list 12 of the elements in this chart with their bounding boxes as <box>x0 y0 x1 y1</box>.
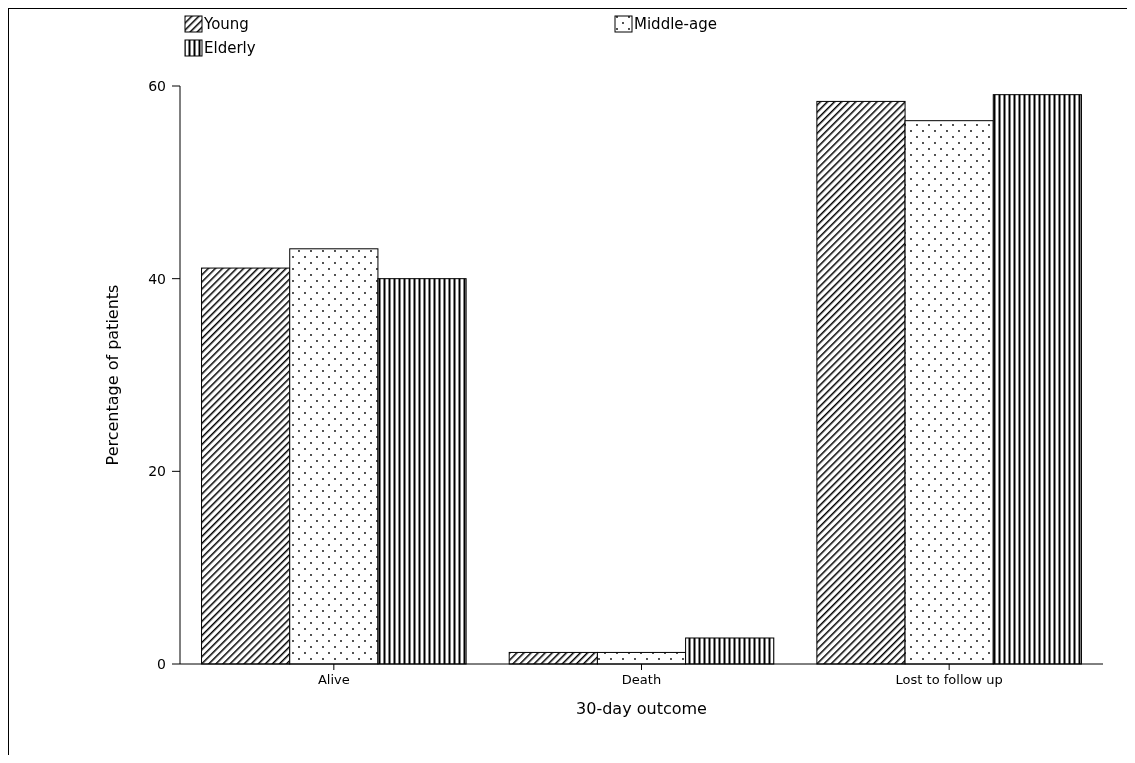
legend-label: Young <box>203 15 249 34</box>
y-tick-label: 40 <box>148 270 166 287</box>
x-tick-label: Death <box>621 672 662 687</box>
y-tick-label: 20 <box>148 463 166 480</box>
legend-label: Middle-age <box>634 15 717 34</box>
y-tick-label: 0 <box>157 655 166 672</box>
x-axis-title: 30-day outcome <box>576 699 707 718</box>
y-axis-title: Percentage of patients <box>103 284 122 466</box>
legend-label: Elderly <box>204 39 256 58</box>
y-tick-label: 60 <box>148 77 166 94</box>
x-tick-label: Lost to follow up <box>895 672 1003 687</box>
x-tick-label: Alive <box>317 672 350 687</box>
